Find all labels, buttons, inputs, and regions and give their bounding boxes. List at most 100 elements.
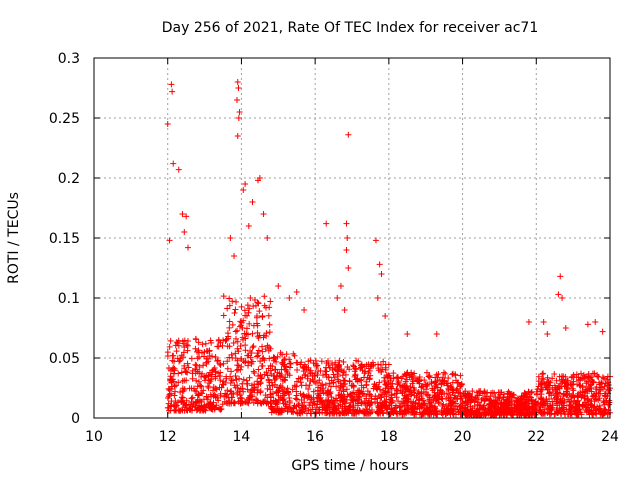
x-axis-ticks: 10 12 14 16 18 20 22 24 — [85, 58, 619, 445]
data-point — [175, 379, 182, 386]
data-point — [388, 400, 395, 407]
data-point — [492, 410, 499, 417]
data-point — [579, 388, 586, 395]
data-point — [314, 362, 321, 369]
data-point — [517, 396, 524, 403]
data-point — [390, 370, 397, 377]
data-point — [212, 353, 219, 360]
data-point — [297, 379, 304, 386]
data-point — [296, 410, 303, 417]
data-point — [171, 392, 178, 399]
data-point — [283, 351, 290, 358]
data-point — [234, 79, 241, 85]
data-point — [387, 377, 394, 384]
data-point — [277, 349, 284, 356]
data-point — [210, 387, 217, 394]
data-point — [164, 121, 171, 127]
data-point — [579, 403, 586, 410]
data-point — [539, 402, 546, 409]
data-point — [197, 390, 204, 397]
data-point — [468, 396, 475, 403]
data-point — [326, 380, 333, 387]
data-point — [253, 396, 260, 403]
data-point — [240, 187, 247, 193]
data-point — [284, 368, 291, 375]
data-point — [602, 393, 609, 400]
data-point — [496, 394, 503, 401]
data-point — [385, 361, 392, 368]
data-point — [364, 388, 371, 395]
y-tick-label: 0.3 — [58, 51, 80, 67]
data-point — [244, 399, 251, 406]
data-point — [170, 160, 177, 167]
data-point — [588, 402, 595, 409]
data-point — [294, 366, 301, 373]
data-point — [546, 390, 553, 397]
data-point — [367, 400, 374, 407]
data-point — [224, 305, 231, 312]
data-point — [200, 362, 207, 369]
data-point — [226, 398, 233, 405]
data-point — [385, 388, 392, 395]
y-tick-label: 0 — [71, 411, 80, 427]
data-point — [358, 382, 365, 389]
data-point — [400, 373, 406, 380]
data-point — [540, 370, 547, 377]
data-point — [442, 370, 449, 377]
data-point — [343, 247, 350, 253]
data-point — [250, 399, 257, 406]
data-point — [456, 389, 463, 396]
data-point — [171, 365, 178, 372]
data-point — [307, 377, 314, 384]
data-point — [432, 405, 439, 412]
data-point — [355, 393, 362, 400]
data-point — [416, 380, 423, 387]
data-point — [400, 382, 407, 389]
data-point — [433, 331, 440, 337]
data-point — [489, 389, 496, 396]
data-point — [437, 387, 444, 394]
data-point — [541, 380, 548, 387]
data-point — [300, 368, 307, 375]
data-point — [293, 388, 300, 395]
data-point — [187, 402, 194, 409]
data-point — [460, 400, 467, 407]
data-point — [323, 220, 330, 227]
data-point — [396, 410, 403, 417]
data-point — [286, 399, 293, 406]
data-point — [269, 382, 276, 389]
data-point — [556, 390, 563, 397]
data-point — [469, 393, 476, 400]
data-point — [472, 394, 479, 401]
data-point — [584, 390, 591, 397]
data-point — [349, 394, 356, 401]
data-point — [254, 329, 261, 336]
data-point — [188, 398, 195, 405]
data-point — [173, 339, 180, 346]
data-point — [443, 380, 450, 387]
data-point — [537, 394, 544, 401]
data-point — [329, 399, 336, 406]
data-point — [226, 318, 233, 325]
data-point — [314, 390, 321, 397]
data-point — [164, 352, 171, 359]
data-point — [340, 388, 347, 395]
data-point — [274, 353, 281, 360]
data-point — [224, 365, 231, 372]
data-point — [210, 383, 217, 390]
data-point — [340, 377, 347, 384]
data-point — [314, 401, 321, 408]
data-point — [199, 370, 206, 377]
x-tick-label: 18 — [380, 429, 398, 445]
data-point — [484, 389, 491, 396]
data-point — [441, 405, 448, 412]
data-point — [288, 408, 295, 415]
data-point — [377, 361, 384, 368]
x-tick-label: 22 — [527, 429, 545, 445]
data-point — [560, 376, 567, 383]
data-point — [265, 376, 272, 383]
data-point — [231, 253, 238, 259]
data-point — [229, 377, 236, 384]
data-point — [472, 395, 479, 402]
data-point — [380, 358, 387, 365]
